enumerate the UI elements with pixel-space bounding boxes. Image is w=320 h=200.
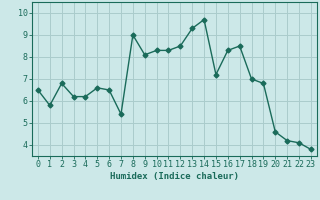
X-axis label: Humidex (Indice chaleur): Humidex (Indice chaleur) [110,172,239,181]
